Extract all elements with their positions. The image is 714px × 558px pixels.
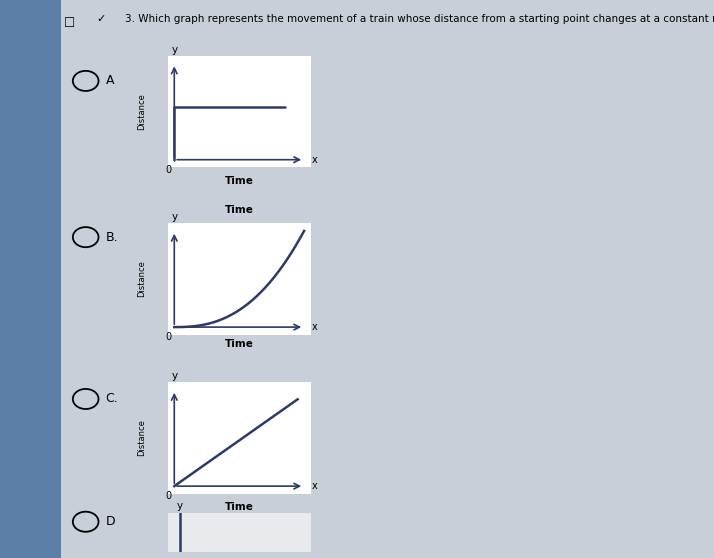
Text: Distance: Distance [138,261,146,297]
Text: Time: Time [225,502,253,512]
Text: ☐: ☐ [64,17,76,30]
Text: Time: Time [225,205,253,215]
Text: x: x [312,481,318,491]
Text: 0: 0 [166,165,171,175]
Text: Time: Time [225,339,253,349]
Text: y: y [176,502,183,511]
Text: C.: C. [106,392,119,406]
Text: 0: 0 [166,491,171,501]
Text: Time: Time [225,176,253,186]
Text: Distance: Distance [138,420,146,456]
Text: 3. Which graph represents the movement of a train whose distance from a starting: 3. Which graph represents the movement o… [125,14,714,24]
Text: Distance: Distance [138,93,146,130]
Text: y: y [171,45,177,55]
Text: y: y [171,212,177,222]
Text: y: y [171,371,177,381]
Text: x: x [312,155,318,165]
Text: 0: 0 [166,332,171,342]
Text: x: x [312,322,318,332]
Text: B.: B. [106,230,119,244]
Text: D: D [106,515,115,528]
Text: ✓: ✓ [96,14,106,24]
Text: A: A [106,74,114,88]
